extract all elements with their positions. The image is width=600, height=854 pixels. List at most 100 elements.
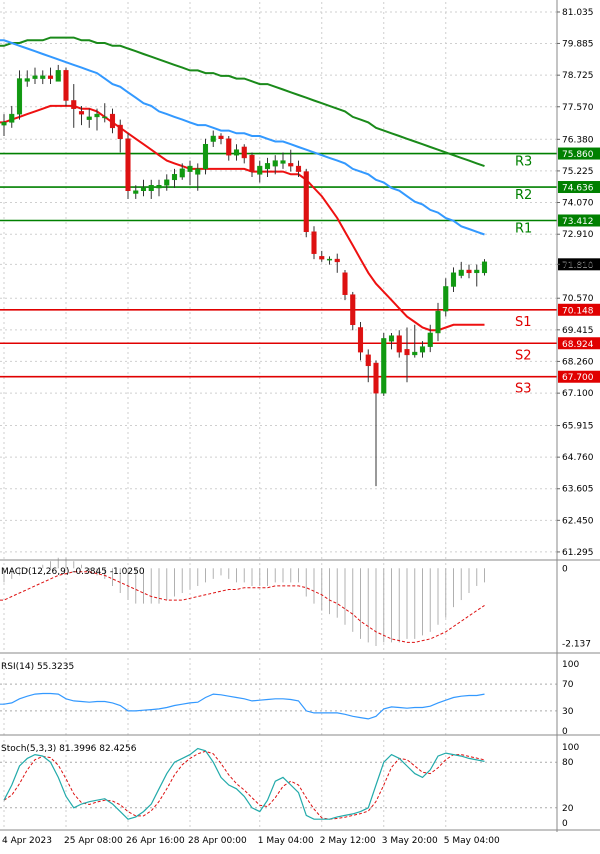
rsi-y-tick-label: 70: [562, 680, 574, 690]
candle-body: [86, 116, 92, 120]
y-tick-label: 78.725: [562, 71, 594, 81]
y-tick-label: 74.070: [562, 198, 594, 208]
candle-body: [381, 338, 387, 394]
candle-body: [249, 154, 255, 172]
pivot-price-label: 67.700: [562, 373, 594, 383]
candle-body: [233, 149, 240, 156]
pivot-price-tag: [558, 337, 600, 350]
candle-body: [32, 75, 38, 79]
candle-body: [435, 310, 441, 334]
pivot-levels-layer: 75.860 R3 74.636 R2 73.412 R1 70.148 S1 68.924 S2…: [0, 147, 600, 397]
y-tick-label: 75.225: [562, 167, 594, 177]
y-tick-label: 81.035: [562, 8, 594, 18]
candle-body: [458, 269, 464, 276]
stoch-label: Stoch(5,3,3) 81.3996 82.4256: [1, 744, 137, 754]
macd-y-tick-label: -2.137: [562, 640, 591, 650]
candle-body: [171, 174, 178, 181]
stoch-y-tick-label: 80: [562, 758, 574, 768]
candle-body: [164, 179, 170, 186]
candle-body: [334, 258, 340, 263]
pivot-price-label: 70.148: [562, 306, 594, 316]
y-tick-label: 77.570: [562, 103, 594, 113]
candle-body: [466, 269, 472, 274]
pivot-level-name: S2: [515, 348, 532, 363]
y-tick-label: 71.810: [562, 260, 594, 270]
x-tick-label: 3 May 20:00: [382, 836, 438, 846]
candle-body: [319, 256, 325, 260]
candle-body: [443, 286, 449, 312]
candle-body: [326, 258, 333, 261]
candle-body: [24, 78, 30, 82]
stoch-y-tick-label: 20: [562, 804, 574, 814]
pivot-price-tag: [558, 370, 600, 383]
labels-layer: MACD(12,26,9) -0.3845 -1.0250 RSI(14) 55…: [1, 567, 145, 754]
x-tick-label: 28 Apr 00:00: [188, 836, 247, 846]
x-tick-label: 5 May 04:00: [444, 836, 500, 846]
candle-body: [55, 70, 61, 82]
current-price-tag: [558, 258, 600, 271]
macd-label: MACD(12,26,9) -0.3845 -1.0250: [1, 567, 145, 577]
moving-averages-layer: [0, 36, 485, 332]
candle-body: [373, 362, 379, 394]
y-tick-label: 62.450: [562, 516, 594, 526]
candle-body: [264, 163, 271, 170]
candle-body: [9, 113, 15, 123]
candle-body: [342, 272, 348, 295]
candle-body: [179, 168, 185, 178]
candle-body: [94, 113, 100, 118]
sma-green-line: [0, 36, 485, 168]
candle-body: [474, 269, 480, 274]
x-tick-label: 4 Apr 2023: [2, 836, 52, 846]
pivot-price-tag: [558, 147, 600, 160]
candle-body: [195, 168, 201, 175]
y-tick-label: 64.760: [562, 453, 594, 463]
x-tick-label: 26 Apr 16:00: [126, 836, 185, 846]
pivot-price-label: 74.636: [562, 184, 594, 194]
candle-body: [156, 185, 162, 189]
candle-body: [357, 327, 364, 353]
candle-body: [16, 78, 23, 115]
candle-body: [102, 116, 108, 119]
candle-body: [117, 124, 123, 140]
candle-body: [202, 143, 209, 170]
candles-layer: [1, 64, 488, 487]
sma-blue-line: [0, 39, 485, 236]
rsi-y-tick-label: 0: [562, 727, 568, 737]
candle-body: [311, 231, 317, 254]
stoch-k-line: [3, 747, 485, 820]
pivot-level-name: R2: [515, 188, 532, 203]
candle-body: [47, 75, 54, 79]
y-tick-label: 72.910: [562, 230, 594, 240]
sma-red-line: [0, 104, 485, 332]
pivot-price-label: 68.924: [562, 340, 594, 350]
pivot-price-label: 75.860: [562, 150, 594, 160]
stoch-y-tick-label: 0: [562, 819, 568, 829]
rsi-y-tick-label: 30: [562, 707, 574, 717]
candle-body: [388, 335, 395, 342]
y-tick-label: 63.605: [562, 485, 594, 495]
x-tick-label: 2 May 12:00: [320, 836, 376, 846]
current-price-label: 71.810: [562, 261, 594, 271]
candle-body: [295, 165, 302, 172]
macd-signal-line: [0, 571, 485, 643]
x-tick-label: 25 Apr 08:00: [64, 836, 123, 846]
candle-body: [63, 70, 69, 101]
candle-body: [419, 346, 426, 353]
candle-body: [450, 272, 457, 287]
y-tick-label: 67.100: [562, 389, 594, 399]
candle-body: [71, 100, 77, 109]
indicators-layer: [0, 557, 485, 820]
pivot-price-tag: [558, 214, 600, 227]
candle-body: [365, 354, 371, 367]
y-tick-label: 76.380: [562, 135, 594, 145]
rsi-label: RSI(14) 55.3235: [1, 662, 74, 672]
candle-body: [140, 187, 147, 191]
candle-body: [404, 349, 410, 356]
y-tick-label: 65.915: [562, 422, 594, 432]
candle-body: [125, 138, 131, 191]
y-tick-label: 70.570: [562, 294, 594, 304]
candle-body: [481, 261, 488, 274]
x-tick-label: 1 May 04:00: [258, 836, 314, 846]
